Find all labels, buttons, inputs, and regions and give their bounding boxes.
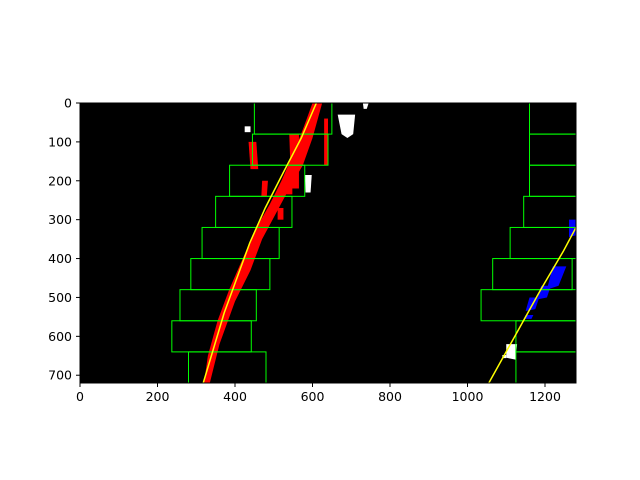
x-tick-label: 800: [378, 389, 402, 404]
left-lane-pixels-blob-6: [285, 180, 293, 195]
unused-pixels-blob-2: [304, 174, 312, 193]
plot-content: [171, 103, 576, 383]
y-tick-label: 600: [48, 329, 72, 344]
search-window-17: [529, 103, 576, 135]
plot-area: [80, 103, 576, 383]
left-lane-pixels-blob-3: [248, 141, 259, 170]
unused-pixels-blob-0: [337, 114, 356, 138]
y-tick-label: 200: [48, 173, 72, 188]
search-window-8: [253, 103, 333, 135]
x-tick-label: 400: [223, 389, 247, 404]
axes: 0 200 400 600 800 1000 1200 0 100 200 300 400 500 600…: [48, 96, 577, 404]
y-tick-label: 700: [48, 368, 72, 383]
unused-pixels-blob-5: [244, 126, 251, 133]
left-lane-pixels-blob-4: [261, 180, 268, 197]
unused-pixels-blob-1: [362, 103, 369, 109]
y-tick-label: 100: [48, 134, 72, 149]
y-tick-label: 500: [48, 290, 72, 305]
fitted-line-1: [488, 227, 576, 383]
x-tick-label: 200: [146, 389, 170, 404]
x-tick-label: 1000: [452, 389, 484, 404]
y-tick-label: 0: [64, 96, 72, 111]
y-tick-label: 300: [48, 212, 72, 227]
left-lane-pixels-blob-2: [324, 118, 328, 166]
y-tick-label: 400: [48, 251, 72, 266]
right-lane-pixels-blob-3: [569, 219, 576, 238]
x-tick-label: 0: [76, 389, 84, 404]
left-lane-pixels-blob-5: [277, 208, 284, 220]
fitted-line-0: [202, 103, 318, 383]
x-tick-label: 600: [301, 389, 325, 404]
axes-frame: [79, 102, 577, 384]
x-tick-label: 1200: [529, 389, 561, 404]
